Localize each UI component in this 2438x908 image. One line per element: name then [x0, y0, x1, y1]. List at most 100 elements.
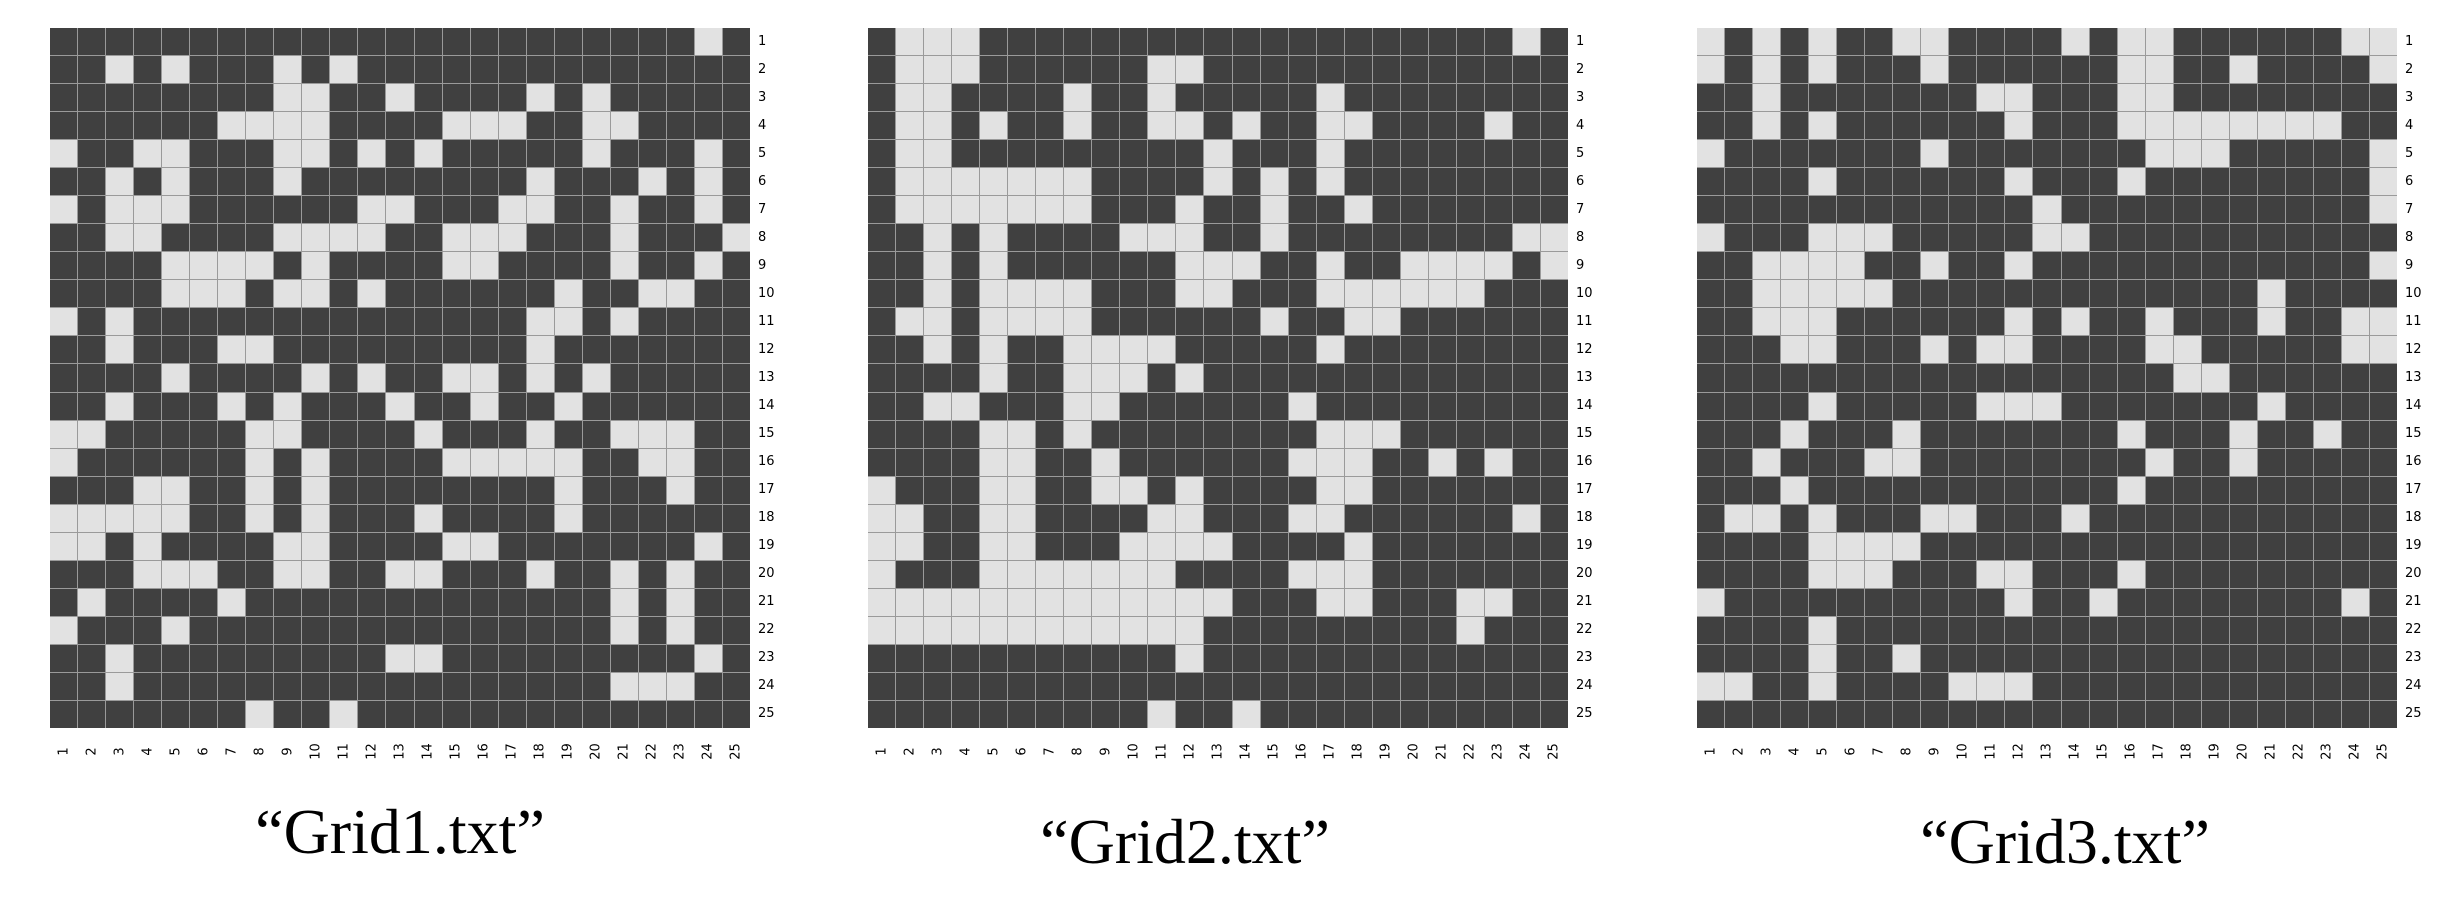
grid-cell	[330, 140, 358, 168]
grid-cell	[638, 252, 666, 280]
grid-cell	[554, 476, 582, 504]
grid-cell	[1316, 420, 1344, 448]
grid-cell	[1921, 336, 1949, 364]
grid-cell	[2089, 616, 2117, 644]
grid-cell	[1092, 168, 1120, 196]
grid-cell	[2201, 504, 2229, 532]
grid-cell	[1372, 56, 1400, 84]
grid-cell	[1008, 616, 1036, 644]
grid-cell	[1120, 504, 1148, 532]
grid-cell	[1092, 224, 1120, 252]
grid-caption: “Grid3.txt”	[1920, 806, 2210, 877]
grid-cell	[302, 308, 330, 336]
grid-cell	[1865, 672, 1893, 700]
column-label: 13	[2039, 743, 2055, 760]
grid-cell	[1540, 196, 1568, 224]
grid-cell	[1865, 504, 1893, 532]
column-label: 1	[874, 747, 890, 756]
grid-cell	[1809, 280, 1837, 308]
grid-cell	[190, 448, 218, 476]
grid-cell	[1008, 560, 1036, 588]
grid-cell	[896, 280, 924, 308]
grid-cell	[638, 616, 666, 644]
grid-cell	[638, 532, 666, 560]
grid-cell	[1921, 672, 1949, 700]
grid-cell	[1232, 84, 1260, 112]
grid-cell	[358, 84, 386, 112]
grid-cell	[2257, 532, 2285, 560]
grid-cell	[1977, 56, 2005, 84]
grid-cell	[2089, 560, 2117, 588]
grid-cell	[78, 84, 106, 112]
grid-cell	[1036, 616, 1064, 644]
grid-cell	[582, 84, 610, 112]
grid-cell	[2257, 168, 2285, 196]
grid-cell	[246, 308, 274, 336]
grid-cell	[2117, 56, 2145, 84]
grid-cell	[78, 448, 106, 476]
grid-cell	[952, 84, 980, 112]
grid-cell	[582, 364, 610, 392]
grid-cell	[358, 28, 386, 56]
grid-cell	[246, 168, 274, 196]
row-label: 10	[758, 286, 775, 301]
row-label: 17	[1576, 482, 1593, 497]
grid-cell	[442, 336, 470, 364]
grid-cell	[162, 168, 190, 196]
grid-cell	[1400, 224, 1428, 252]
grid-cell	[1204, 196, 1232, 224]
grid-cell	[1232, 644, 1260, 672]
grid-cell	[1781, 504, 1809, 532]
grid-cell	[1456, 644, 1484, 672]
grid-cell	[274, 476, 302, 504]
grid-cell	[2257, 616, 2285, 644]
grid-cell	[610, 672, 638, 700]
grid-cell	[78, 112, 106, 140]
grid-cell	[218, 560, 246, 588]
grid-cell	[2369, 28, 2397, 56]
grid-cell	[470, 364, 498, 392]
grid-cell	[2369, 196, 2397, 224]
grid-cell	[106, 84, 134, 112]
grid-cell	[2005, 420, 2033, 448]
grid-cell	[358, 112, 386, 140]
grid-cell	[2257, 224, 2285, 252]
grid-cell	[1176, 588, 1204, 616]
grid-cell	[2061, 280, 2089, 308]
grid-cell	[106, 224, 134, 252]
grid-cell	[330, 224, 358, 252]
grid-cell	[1288, 28, 1316, 56]
grid-cell	[1512, 308, 1540, 336]
grid-cell	[1484, 196, 1512, 224]
grid-cell	[2173, 308, 2201, 336]
grid-cell	[498, 140, 526, 168]
grid-cell	[1781, 84, 1809, 112]
grid-cell	[2061, 504, 2089, 532]
row-label: 8	[2405, 230, 2414, 245]
grid-cell	[1837, 504, 1865, 532]
grid-cell	[1316, 588, 1344, 616]
grid-cell	[1753, 560, 1781, 588]
grid-cell	[2341, 336, 2369, 364]
grid-cell	[1949, 28, 1977, 56]
grid-cell	[1372, 672, 1400, 700]
column-label: 2	[84, 747, 100, 756]
grid-cell	[2341, 168, 2369, 196]
grid-cell	[442, 700, 470, 728]
grid-cell	[2313, 196, 2341, 224]
grid-cell	[1977, 28, 2005, 56]
grid-cell	[2285, 504, 2313, 532]
grid-cell	[134, 112, 162, 140]
grid-cell	[1893, 140, 1921, 168]
grid-cell	[50, 448, 78, 476]
grid-cell	[924, 28, 952, 56]
grid-cell	[470, 700, 498, 728]
grid-cell	[302, 336, 330, 364]
grid-cell	[722, 112, 750, 140]
grid-cell	[1837, 168, 1865, 196]
grid-cell	[498, 252, 526, 280]
grid-cell	[1865, 224, 1893, 252]
grid-cell	[2341, 532, 2369, 560]
grid-cell	[2033, 420, 2061, 448]
grid-cell	[722, 588, 750, 616]
